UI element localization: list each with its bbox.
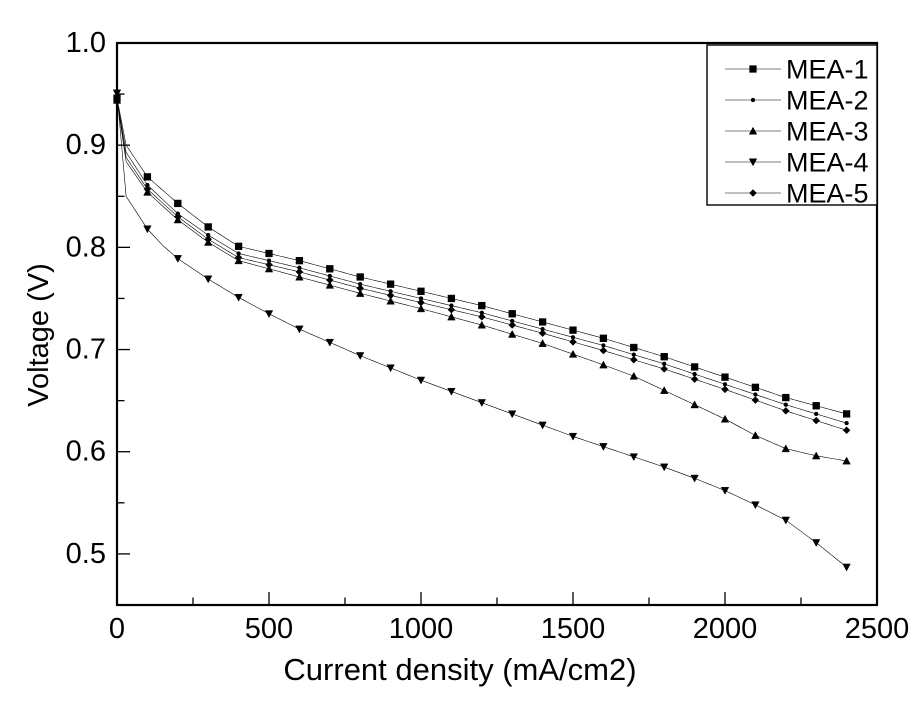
svg-text:0.8: 0.8 — [66, 231, 106, 263]
svg-text:0.5: 0.5 — [66, 538, 106, 570]
svg-text:MEA-1: MEA-1 — [786, 55, 869, 85]
svg-text:0.6: 0.6 — [66, 436, 106, 468]
svg-text:MEA-5: MEA-5 — [786, 179, 869, 209]
svg-text:2000: 2000 — [693, 613, 758, 645]
svg-text:0.9: 0.9 — [66, 129, 106, 161]
svg-text:0.7: 0.7 — [66, 334, 106, 366]
svg-text:MEA-2: MEA-2 — [786, 86, 869, 116]
svg-text:1500: 1500 — [541, 613, 606, 645]
svg-text:MEA-4: MEA-4 — [786, 148, 869, 178]
svg-text:MEA-3: MEA-3 — [786, 117, 869, 147]
svg-text:1.0: 1.0 — [66, 27, 106, 59]
svg-text:2500: 2500 — [845, 613, 910, 645]
svg-text:0: 0 — [109, 613, 125, 645]
svg-text:500: 500 — [245, 613, 293, 645]
svg-text:1000: 1000 — [389, 613, 454, 645]
